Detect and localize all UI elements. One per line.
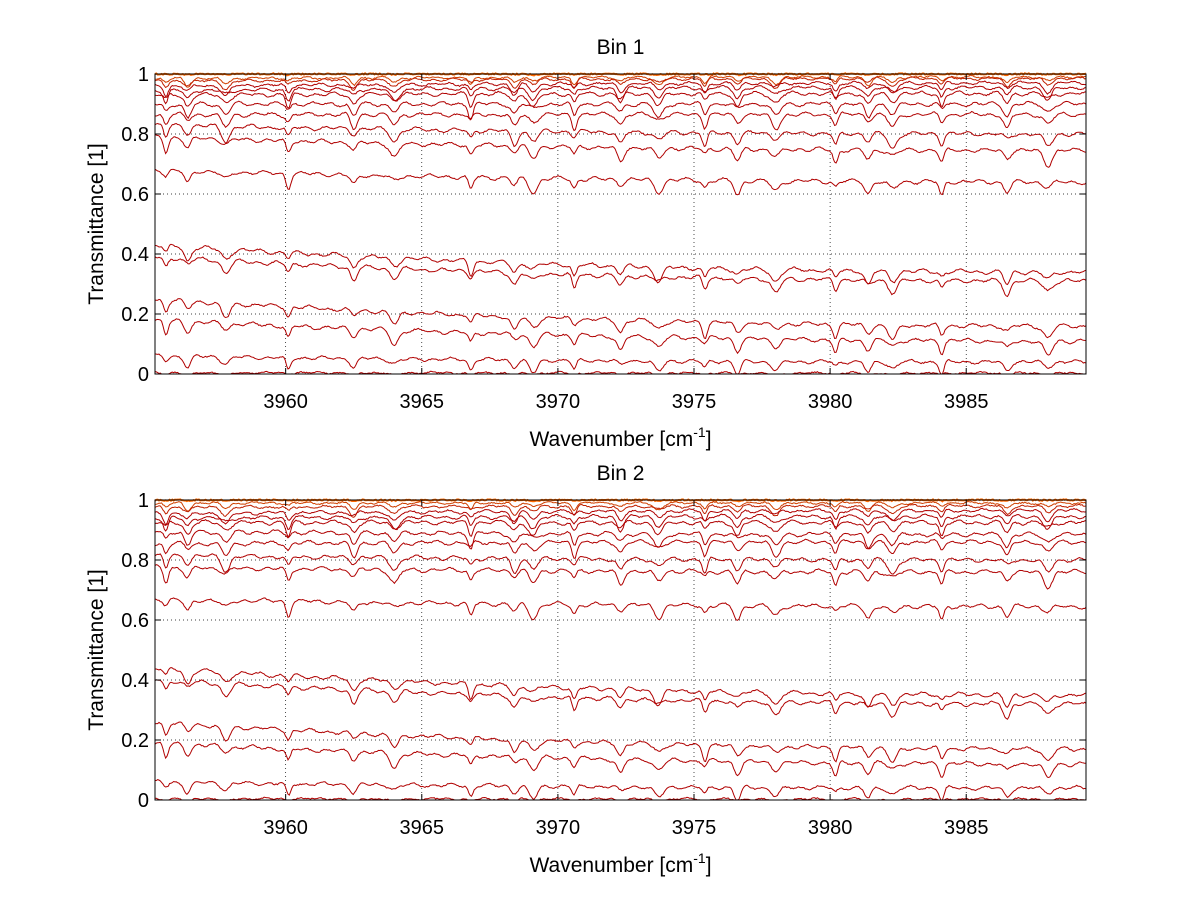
y-tick-label: 0.2 [121, 304, 149, 326]
chart-title: Bin 2 [597, 462, 645, 485]
series-line [154, 500, 1087, 512]
axes-frame [154, 73, 1087, 375]
x-tick-label: 3965 [400, 391, 445, 413]
series-line [154, 122, 1087, 149]
series-line [154, 84, 1087, 105]
x-tick-label: 3980 [808, 817, 853, 839]
y-tick-label: 0.6 [121, 610, 149, 632]
x-tick-label: 3985 [944, 817, 989, 839]
y-tick-label: 0 [138, 790, 149, 812]
series-line [154, 503, 1087, 518]
series-line [154, 529, 1087, 550]
series-line [154, 679, 1087, 720]
x-axis-label: Wavenumber [cm-1] [529, 850, 711, 877]
x-tick-label: 3965 [400, 817, 445, 839]
chart-panel-1: 3960 3965 3970 3975 3980 3985 0 0.2 0.4 0.6 0.8 1 Bi… [85, 36, 1087, 451]
y-tick-label: 0.4 [121, 244, 149, 266]
series-line [154, 564, 1087, 590]
series-line [154, 741, 1086, 779]
series-line [154, 507, 1087, 526]
x-tick-label: 3980 [808, 391, 853, 413]
y-axis-label: Transmittance [1] [85, 569, 108, 730]
series-line [154, 76, 1087, 91]
x-tick-label: 3960 [263, 391, 308, 413]
y-tick-label: 1 [138, 64, 149, 86]
series-line [154, 90, 1087, 109]
y-axis-label: Transmittance [1] [85, 143, 108, 304]
y-tick-label: 0.8 [121, 550, 149, 572]
series-line [154, 518, 1087, 538]
y-tick-label: 0 [138, 364, 149, 386]
x-tick-label: 3960 [263, 817, 308, 839]
x-tick-label: 3975 [672, 391, 717, 413]
series-line [154, 133, 1087, 168]
series-line [155, 779, 1087, 801]
series-line [154, 256, 1087, 298]
y-tick-label: 0.6 [121, 184, 149, 206]
series-line [154, 318, 1087, 356]
series-line [154, 513, 1087, 533]
series-line [154, 298, 1087, 340]
series-line [154, 553, 1087, 575]
x-tick-label: 3975 [672, 817, 717, 839]
x-axis-label: Wavenumber [cm-1] [529, 424, 711, 451]
series-line [154, 597, 1087, 621]
y-tick-label: 0.4 [121, 670, 149, 692]
series-line [154, 168, 1087, 196]
x-tick-label: 3970 [536, 391, 581, 413]
x-tick-label: 3970 [536, 817, 581, 839]
series-line [155, 666, 1087, 708]
x-tick-label: 3985 [944, 391, 989, 413]
y-tick-label: 0.8 [121, 124, 149, 146]
y-tick-label: 1 [138, 490, 149, 512]
series-line [154, 243, 1087, 286]
chart-title: Bin 1 [597, 36, 645, 59]
series-line [154, 100, 1087, 121]
series-line [155, 110, 1087, 132]
chart-panel-2: 3960 3965 3970 3975 3980 3985 0 0.2 0.4 0.6 0.8 1 Bi… [85, 462, 1087, 877]
axes-frame [154, 499, 1087, 801]
series-line [154, 721, 1087, 763]
series-line [155, 74, 1087, 88]
y-tick-label: 0.2 [121, 730, 149, 752]
series-line [154, 353, 1087, 375]
series-line [154, 80, 1087, 98]
series-line [154, 538, 1087, 559]
